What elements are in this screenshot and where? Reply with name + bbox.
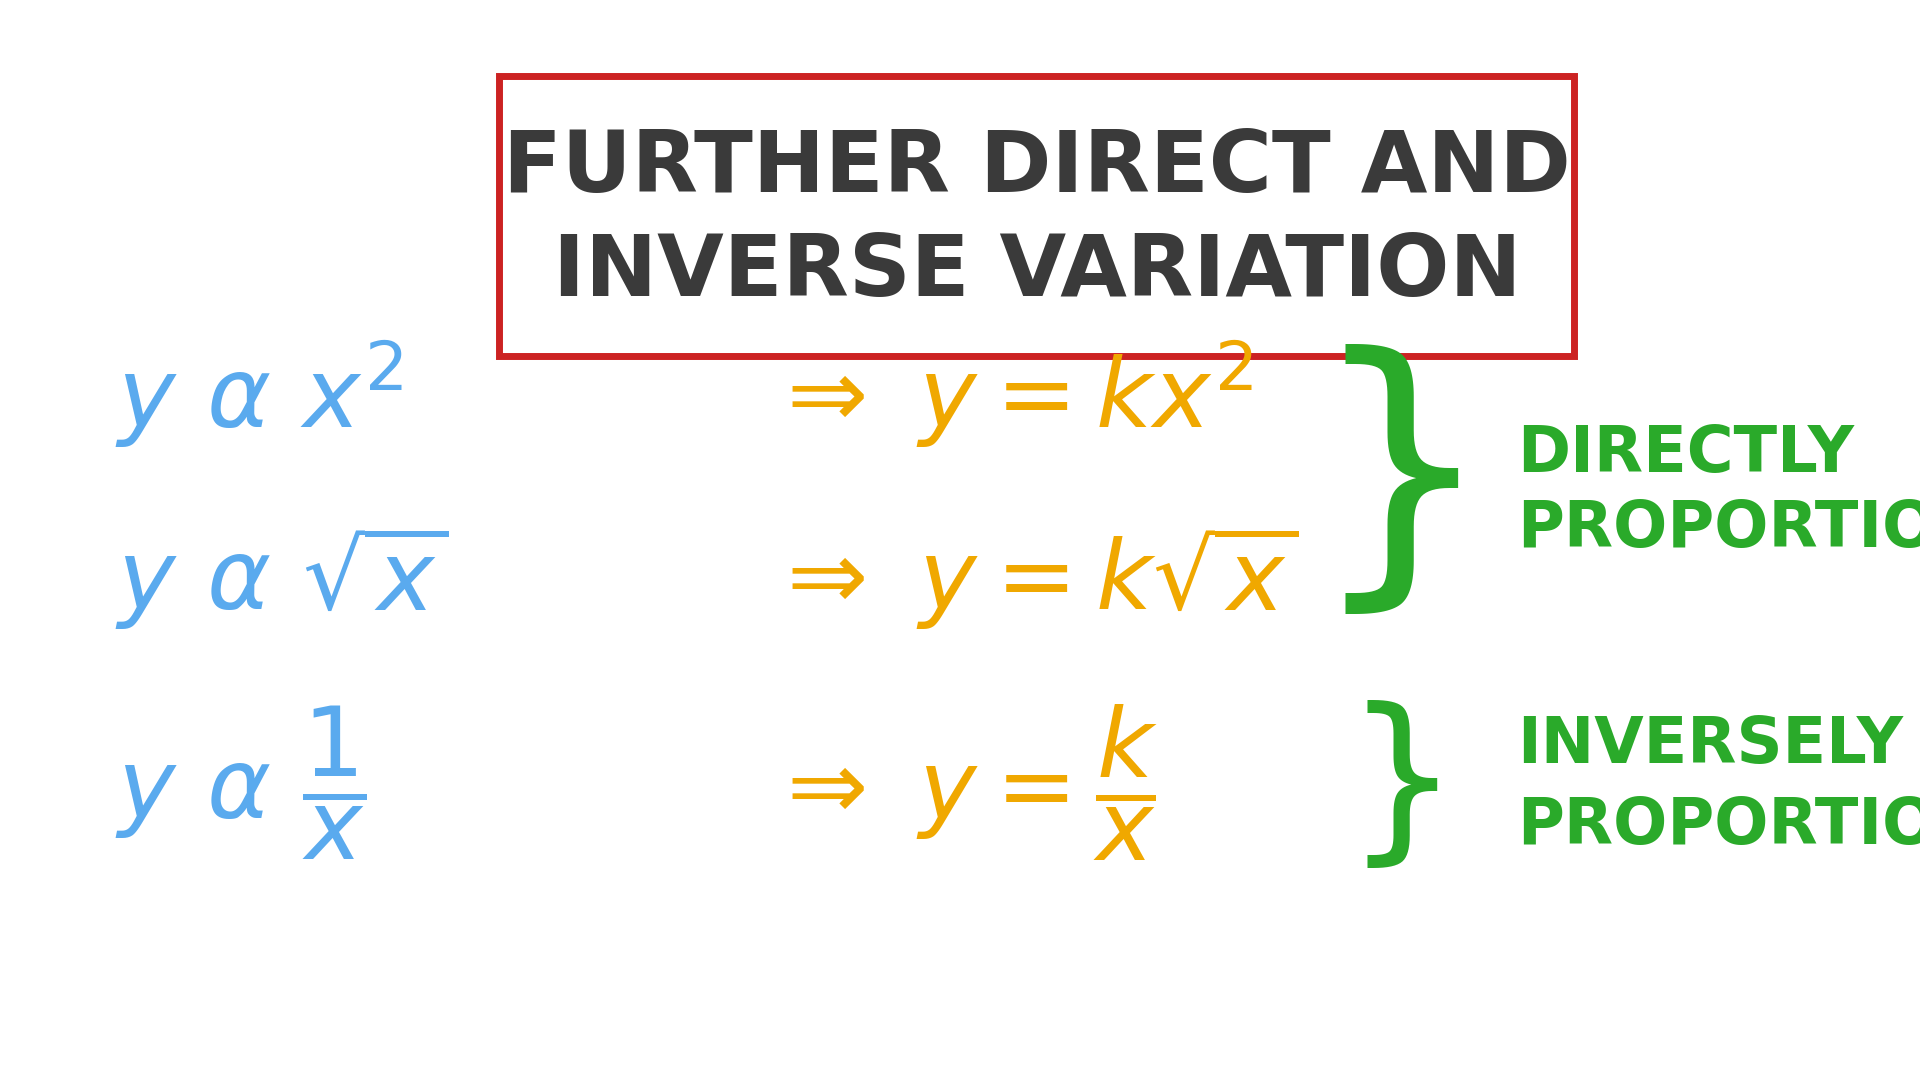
Text: $y\ \alpha\ x^2$: $y\ \alpha\ x^2$ [115,338,403,450]
Text: FURTHER DIRECT AND: FURTHER DIRECT AND [503,126,1571,210]
Text: INVERSE VARIATION: INVERSE VARIATION [553,231,1521,313]
Text: $\Rightarrow\ y = k\sqrt{x}$: $\Rightarrow\ y = k\sqrt{x}$ [768,524,1298,632]
Text: $y\ \alpha\ \dfrac{1}{x}$: $y\ \alpha\ \dfrac{1}{x}$ [115,704,367,862]
FancyBboxPatch shape [499,76,1574,356]
Text: }: } [1344,701,1459,876]
Text: PROPORTIONAL: PROPORTIONAL [1517,498,1920,561]
Text: $\Rightarrow\ y = \dfrac{k}{x}$: $\Rightarrow\ y = \dfrac{k}{x}$ [768,703,1158,863]
Text: }: } [1309,345,1494,627]
Text: PROPORTIONAL: PROPORTIONAL [1517,795,1920,858]
Text: INVERSELY: INVERSELY [1517,714,1903,777]
Text: $\Rightarrow\ y = kx^2$: $\Rightarrow\ y = kx^2$ [768,338,1252,450]
Text: $y\ \alpha\ \sqrt{x}$: $y\ \alpha\ \sqrt{x}$ [115,524,447,632]
Text: DIRECTLY: DIRECTLY [1517,422,1855,485]
